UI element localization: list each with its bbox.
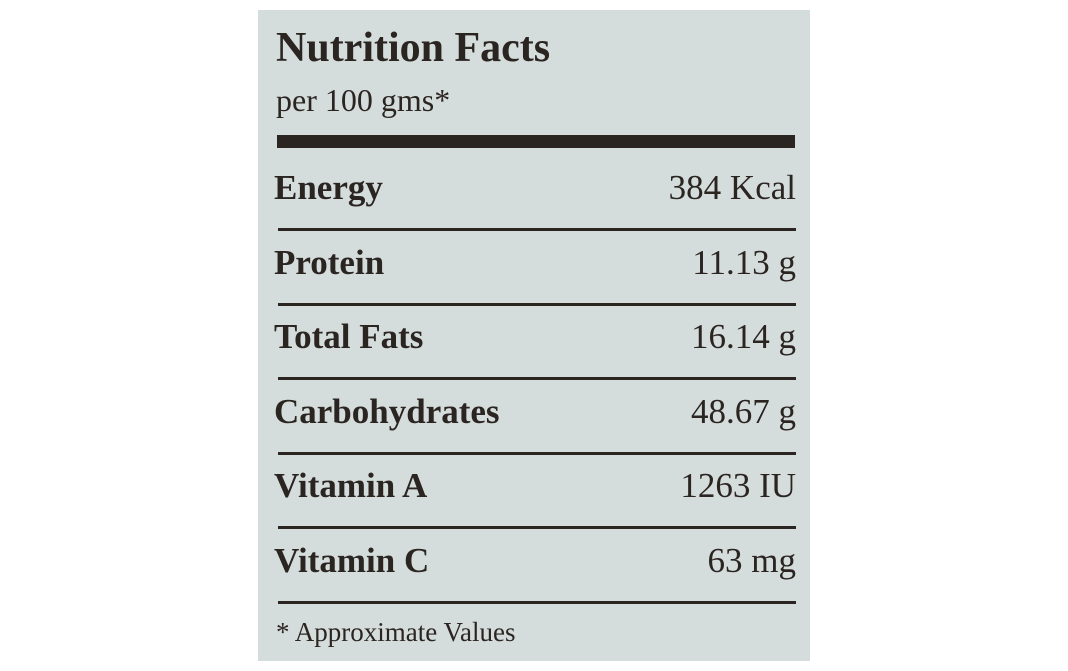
label-subtitle: per 100 gms* bbox=[276, 82, 451, 118]
row-rule bbox=[278, 451, 796, 455]
nutrient-name: Protein bbox=[274, 242, 385, 282]
row-rule bbox=[278, 377, 796, 380]
row-rule bbox=[278, 600, 796, 604]
nutrient-name: Energy bbox=[274, 168, 383, 207]
nutrient-amount: 16.14 g bbox=[691, 317, 796, 356]
nutrient-name: Vitamin C bbox=[274, 540, 430, 580]
nutrient-amount: 384 Kcal bbox=[668, 168, 796, 207]
nutrient-amount: 1263 IU bbox=[680, 466, 796, 505]
nutrient-amount: 63 mg bbox=[707, 540, 796, 580]
row-rule bbox=[278, 228, 796, 231]
nutrition-label: Nutrition Facts per 100 gms* Energy 384 K… bbox=[258, 10, 810, 661]
nutrient-amount: 11.13 g bbox=[692, 242, 796, 282]
thick-rule bbox=[277, 135, 795, 148]
nutrient-name: Vitamin A bbox=[274, 466, 428, 505]
footnote: * Approximate Values bbox=[276, 617, 516, 647]
nutrient-name: Total Fats bbox=[274, 317, 424, 356]
row-rule bbox=[278, 302, 796, 306]
label-title: Nutrition Facts bbox=[276, 25, 551, 71]
nutrient-name: Carbohydrates bbox=[274, 391, 500, 431]
row-rule bbox=[278, 526, 796, 529]
nutrient-amount: 48.67 g bbox=[691, 391, 796, 431]
